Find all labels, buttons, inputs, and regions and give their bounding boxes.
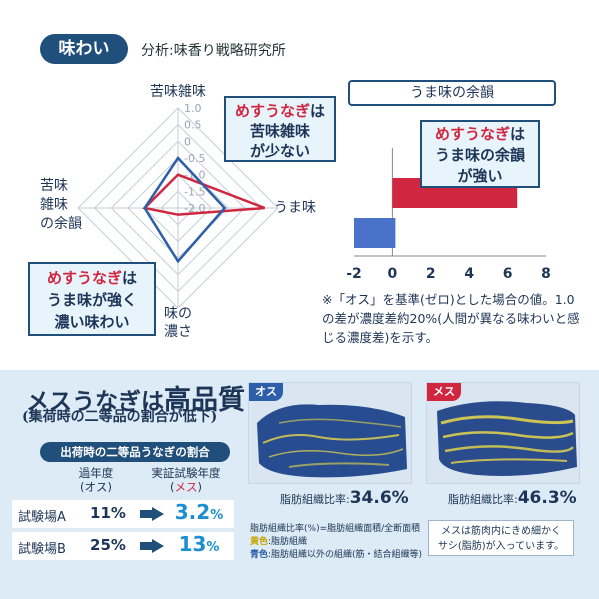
mesu-note-line-2: サシ(脂肪)が入っています。 — [437, 541, 565, 552]
bar-tick-label: 8 — [541, 266, 551, 282]
legend-line-3: 青色:脂肪組織以外の組織(筋・結合組織等) — [250, 549, 422, 562]
mesu-note-box: メスは筋肉内にきめ細かく サシ(脂肪)が入っています。 — [428, 520, 574, 556]
taste-badge: 味わい — [40, 34, 128, 64]
callout-right-line3: が強い — [457, 167, 503, 185]
radar-series-polygon — [143, 155, 227, 264]
bar-tick-label: 6 — [503, 266, 513, 282]
col-header-prev: 過年度 (オス) — [66, 466, 126, 494]
row-prev-value: 11% — [90, 504, 126, 522]
col-new-paren-close: ) — [197, 480, 203, 494]
table-heading: 出荷時の二等品うなぎの割合 — [40, 442, 230, 462]
ratio-mesu: 脂肪組織比率:46.3% — [448, 488, 577, 508]
legend-line-2: 黄色:脂肪組織 — [250, 536, 422, 549]
col-header-new: 実証試験年度 (メス) — [138, 466, 234, 494]
quality-title-strong: 高品質 — [164, 385, 245, 416]
callout-left-rest: は — [122, 269, 138, 287]
radar-axis-left-label-1: 苦味 — [40, 178, 68, 194]
row-new-value: 13% — [164, 532, 234, 556]
callout-left-line2: うま味が強く — [46, 291, 137, 309]
radar-tick-label: 1.0 — [184, 102, 202, 115]
callout-bitter-less: めすうなぎは 苦味雑味 が少ない — [224, 96, 336, 162]
col-prev-line1: 過年度 — [78, 466, 114, 480]
tag-mesu: メス — [427, 383, 461, 401]
arrow-right-icon — [140, 539, 164, 553]
ratio-osu-label: 脂肪組織比率: — [280, 493, 350, 506]
radar-axis-right-label: うま味 — [274, 200, 316, 216]
radar-grid — [77, 107, 279, 309]
row-label: 試験場B — [18, 542, 66, 557]
radar-axis-bottom-label-2: 濃さ — [164, 324, 192, 340]
callout-umami-strong: めすうなぎは うま味が強く 濃い味わい — [28, 262, 156, 336]
tissue-image-osu — [249, 383, 411, 483]
radar-tick-label: -0.5 — [184, 152, 205, 165]
legend-line-1: 脂肪組織比率(%)=脂肪組織面積/全断面積 — [250, 524, 421, 534]
col-new-line2: (メス) — [138, 480, 234, 494]
analysis-credit: 分析:味香り戦略研究所 — [141, 43, 286, 59]
callout-right-em: めすうなぎ — [434, 125, 510, 143]
radar-axis-left-label-2: 雑味 — [40, 197, 68, 213]
callout-right-line2: うま味の余韻 — [434, 146, 525, 164]
bar-tick-label: -2 — [346, 266, 362, 282]
quality-title-pre: メスうなぎは — [26, 388, 164, 415]
callout-umami-lingering: めすうなぎは うま味の余韻 が強い — [420, 120, 540, 188]
row-prev-value: 25% — [90, 536, 126, 554]
quality-subtitle: (集荷時の二等品の割合が低下) — [22, 409, 218, 425]
radar-chart: 1.00.50-0.5-1.0-1.5-2.0 苦味雑味 うま味 味の 濃さ 苦… — [40, 84, 316, 340]
arrow-right-icon — [140, 507, 164, 521]
radar-tick-labels: 1.00.50-0.5-1.0-1.5-2.0 — [184, 102, 205, 215]
col-new-line1: 実証試験年度 — [151, 466, 221, 480]
sample-image-mesu: メス — [426, 382, 580, 484]
radar-axis-left-label-3: の余韻 — [40, 215, 82, 232]
table-row: 試験場A 11% 3.2% — [12, 500, 234, 528]
ratio-osu: 脂肪組織比率:34.6% — [280, 488, 409, 508]
callout-top-line2: 苦味雑味 — [249, 122, 310, 140]
row-new-unit: % — [206, 540, 220, 555]
tissue-image-mesu — [427, 383, 579, 483]
sample-image-osu: オス — [248, 382, 412, 484]
callout-top-line3: が少ない — [249, 142, 310, 160]
chart-footnote: ※「オス」を基準(ゼロ)とした場合の値。1.0の差が濃度差約20%(人間が異なる… — [322, 292, 580, 345]
bar-osu — [354, 218, 396, 248]
radar-tick-label: 0.5 — [184, 119, 202, 132]
tissue-legend: 脂肪組織比率(%)=脂肪組織面積/全断面積 黄色:脂肪組織 青色:脂肪組織以外の… — [250, 523, 422, 562]
quality-title: メスうなぎは高品質 — [26, 378, 245, 417]
bar-chart-title: うま味の余韻 — [348, 80, 556, 106]
ratio-osu-value: 34.6% — [349, 488, 409, 508]
callout-left-em: めすうなぎ — [46, 269, 122, 287]
radar-tick-label: -1.5 — [184, 185, 205, 198]
bar-tick-label: 4 — [464, 266, 474, 282]
row-new-value: 3.2% — [164, 500, 234, 524]
bar-tick-label: 2 — [426, 266, 436, 282]
ratio-mesu-label: 脂肪組織比率: — [448, 493, 518, 506]
mesu-note-line-1: メスは筋肉内にきめ細かく — [441, 526, 561, 537]
radar-series-polygon — [142, 173, 266, 216]
radar-tick-label: 0 — [184, 135, 191, 148]
ratio-mesu-value: 46.3% — [517, 488, 577, 508]
legend-yellow: 黄色 — [250, 537, 269, 547]
callout-top-em: めすうなぎ — [234, 102, 310, 120]
col-new-paren-open: ( — [170, 480, 175, 494]
legend-blue-desc: :脂肪組織以外の組織(筋・結合組織等) — [268, 550, 423, 560]
row-label: 試験場A — [18, 510, 66, 525]
bar-marks — [354, 178, 518, 248]
row-new-number: 13 — [178, 532, 207, 556]
bar-tick-label: 0 — [388, 266, 398, 282]
legend-blue: 青色 — [250, 550, 269, 560]
bar-tick-labels: -2 0 2 4 6 8 — [346, 266, 551, 282]
col-prev-line2: (オス) — [80, 480, 112, 494]
col-new-em: メス — [174, 480, 198, 494]
radar-axis-bottom-label-1: 味の — [164, 306, 192, 322]
row-new-number: 3.2 — [174, 500, 211, 524]
callout-left-line3: 濃い味わい — [54, 313, 130, 331]
radar-series — [142, 155, 266, 264]
callout-top-rest: は — [310, 102, 326, 120]
legend-yellow-desc: :脂肪組織 — [268, 537, 308, 547]
tag-osu: オス — [249, 383, 283, 401]
radar-axis-top-label: 苦味雑味 — [150, 84, 206, 100]
table-row: 試験場B 25% 13% — [12, 532, 234, 560]
row-new-unit: % — [210, 508, 224, 523]
callout-right-rest: は — [510, 125, 526, 143]
